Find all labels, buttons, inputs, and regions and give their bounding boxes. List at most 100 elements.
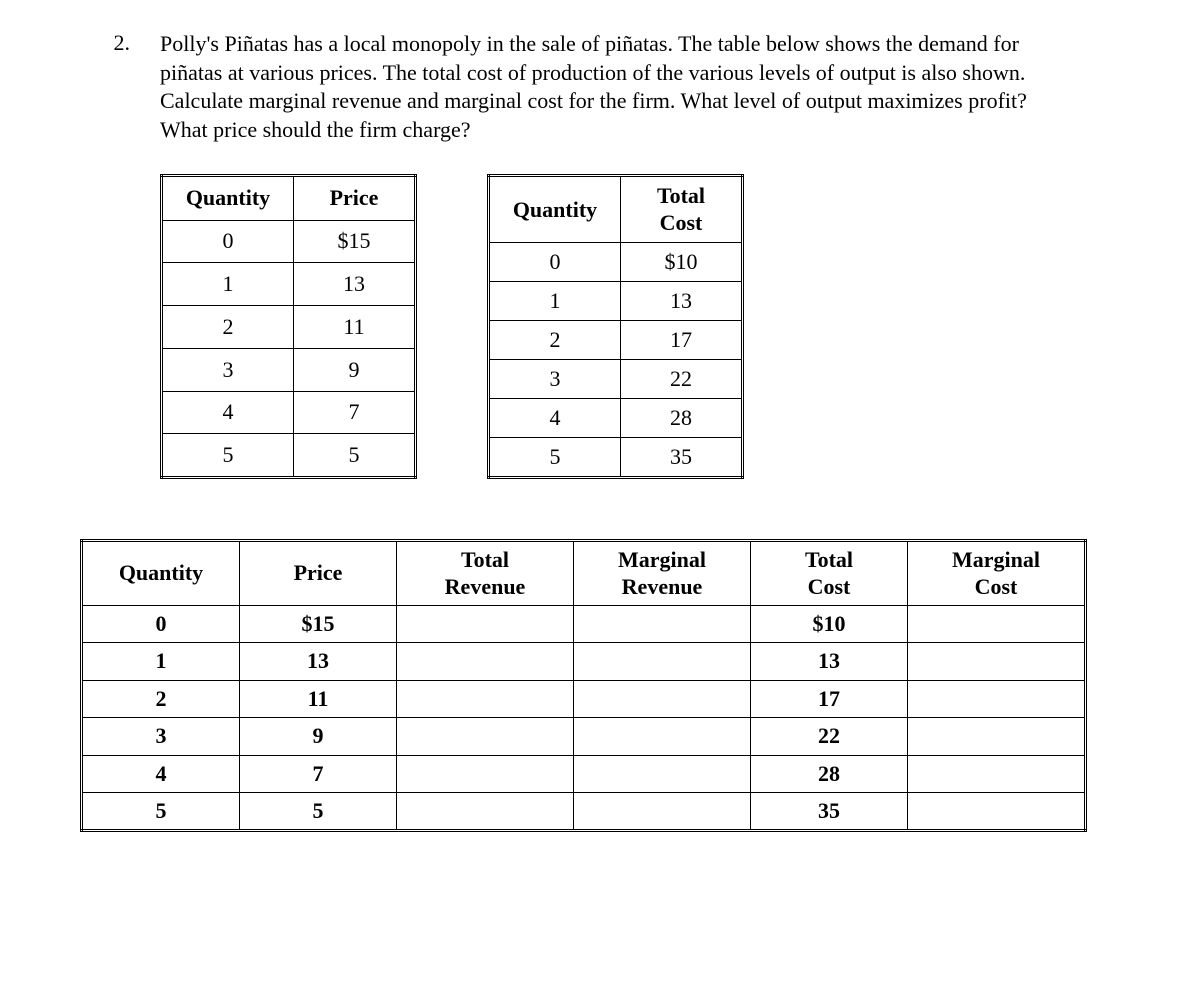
cell-quantity: 0 [489, 243, 621, 282]
cell-quantity: 4 [162, 391, 294, 434]
answer-header-marginal-cost: Marginal Cost [908, 541, 1086, 606]
cell-total-revenue [397, 643, 574, 680]
cell-quantity: 1 [82, 643, 240, 680]
cell-quantity: 3 [162, 348, 294, 391]
cell-quantity: 3 [489, 360, 621, 399]
table-row: 3 9 22 [82, 718, 1086, 755]
cell-price: 11 [240, 680, 397, 717]
cell-total-cost: 17 [751, 680, 908, 717]
header-line: Total [461, 547, 509, 572]
cell-marginal-revenue [574, 605, 751, 642]
cost-table: Quantity Total Cost 0$10 113 217 322 428… [487, 174, 744, 479]
answer-header-marginal-revenue: Marginal Revenue [574, 541, 751, 606]
cell-total-cost: $10 [751, 605, 908, 642]
demand-header-price: Price [294, 176, 416, 220]
demand-table: Quantity Price 0$15 113 211 39 47 55 [160, 174, 417, 479]
table-row: 113 [489, 282, 743, 321]
table-row: 39 [162, 348, 416, 391]
answer-header-total-cost: Total Cost [751, 541, 908, 606]
cost-header-total-cost: Total Cost [621, 176, 743, 243]
cell-marginal-revenue [574, 792, 751, 830]
cell-total-cost: 35 [751, 792, 908, 830]
cell-quantity: 1 [162, 263, 294, 306]
cell-quantity: 5 [82, 792, 240, 830]
table-row: 0 $15 $10 [82, 605, 1086, 642]
answer-header-quantity: Quantity [82, 541, 240, 606]
table-row: 47 [162, 391, 416, 434]
header-line: Marginal [952, 547, 1040, 572]
table-row: 535 [489, 438, 743, 478]
cell-marginal-cost [908, 755, 1086, 792]
cell-total-cost: 28 [621, 399, 743, 438]
header-line: Total [805, 547, 853, 572]
table-row: 211 [162, 306, 416, 349]
cell-price: 7 [240, 755, 397, 792]
table-row: 113 [162, 263, 416, 306]
table-row: 5 5 35 [82, 792, 1086, 830]
cell-quantity: 1 [489, 282, 621, 321]
cell-total-cost: 22 [751, 718, 908, 755]
table-row: 1 13 13 [82, 643, 1086, 680]
cell-marginal-cost [908, 643, 1086, 680]
cell-price: 9 [294, 348, 416, 391]
question-number: 2. [60, 30, 160, 56]
cell-quantity: 2 [162, 306, 294, 349]
cell-price: $15 [294, 220, 416, 263]
header-line: Marginal [618, 547, 706, 572]
cell-quantity: 5 [489, 438, 621, 478]
cell-marginal-cost [908, 605, 1086, 642]
cell-total-cost: 13 [621, 282, 743, 321]
table-row: 322 [489, 360, 743, 399]
cell-quantity: 5 [162, 434, 294, 478]
cell-quantity: 2 [82, 680, 240, 717]
table-row: 0$10 [489, 243, 743, 282]
demand-header-quantity: Quantity [162, 176, 294, 220]
cell-price: 13 [240, 643, 397, 680]
cell-price: 5 [240, 792, 397, 830]
header-line: Revenue [445, 574, 526, 599]
table-row: 2 11 17 [82, 680, 1086, 717]
cell-quantity: 4 [489, 399, 621, 438]
cell-total-cost: 28 [751, 755, 908, 792]
cell-total-cost: $10 [621, 243, 743, 282]
cell-price: 9 [240, 718, 397, 755]
answer-table: Quantity Price Total Revenue Marginal Re… [80, 539, 1087, 832]
cell-price: 13 [294, 263, 416, 306]
cell-price: 7 [294, 391, 416, 434]
cell-marginal-revenue [574, 718, 751, 755]
cell-marginal-cost [908, 792, 1086, 830]
table-row: 428 [489, 399, 743, 438]
cell-quantity: 3 [82, 718, 240, 755]
table-row: 55 [162, 434, 416, 478]
cell-total-revenue [397, 718, 574, 755]
cell-quantity: 0 [82, 605, 240, 642]
cell-quantity: 2 [489, 321, 621, 360]
header-line: Cost [808, 574, 851, 599]
question-text: Polly's Piñatas has a local monopoly in … [160, 30, 1140, 144]
cell-total-cost: 22 [621, 360, 743, 399]
header-line: Cost [660, 210, 703, 235]
question-block: 2. Polly's Piñatas has a local monopoly … [60, 30, 1140, 144]
table-row: 4 7 28 [82, 755, 1086, 792]
cell-total-revenue [397, 792, 574, 830]
cell-marginal-cost [908, 680, 1086, 717]
cell-price: 11 [294, 306, 416, 349]
table-row: 0$15 [162, 220, 416, 263]
cell-quantity: 0 [162, 220, 294, 263]
cell-total-cost: 35 [621, 438, 743, 478]
cell-total-revenue [397, 680, 574, 717]
header-line: Total [657, 183, 705, 208]
top-tables-row: Quantity Price 0$15 113 211 39 47 55 Qua… [60, 174, 1140, 479]
cell-total-revenue [397, 605, 574, 642]
cell-price: $15 [240, 605, 397, 642]
cell-total-cost: 17 [621, 321, 743, 360]
cell-marginal-revenue [574, 755, 751, 792]
cell-marginal-cost [908, 718, 1086, 755]
answer-header-price: Price [240, 541, 397, 606]
cell-marginal-revenue [574, 680, 751, 717]
cell-price: 5 [294, 434, 416, 478]
cell-quantity: 4 [82, 755, 240, 792]
cell-total-revenue [397, 755, 574, 792]
header-line: Cost [975, 574, 1018, 599]
table-row: 217 [489, 321, 743, 360]
